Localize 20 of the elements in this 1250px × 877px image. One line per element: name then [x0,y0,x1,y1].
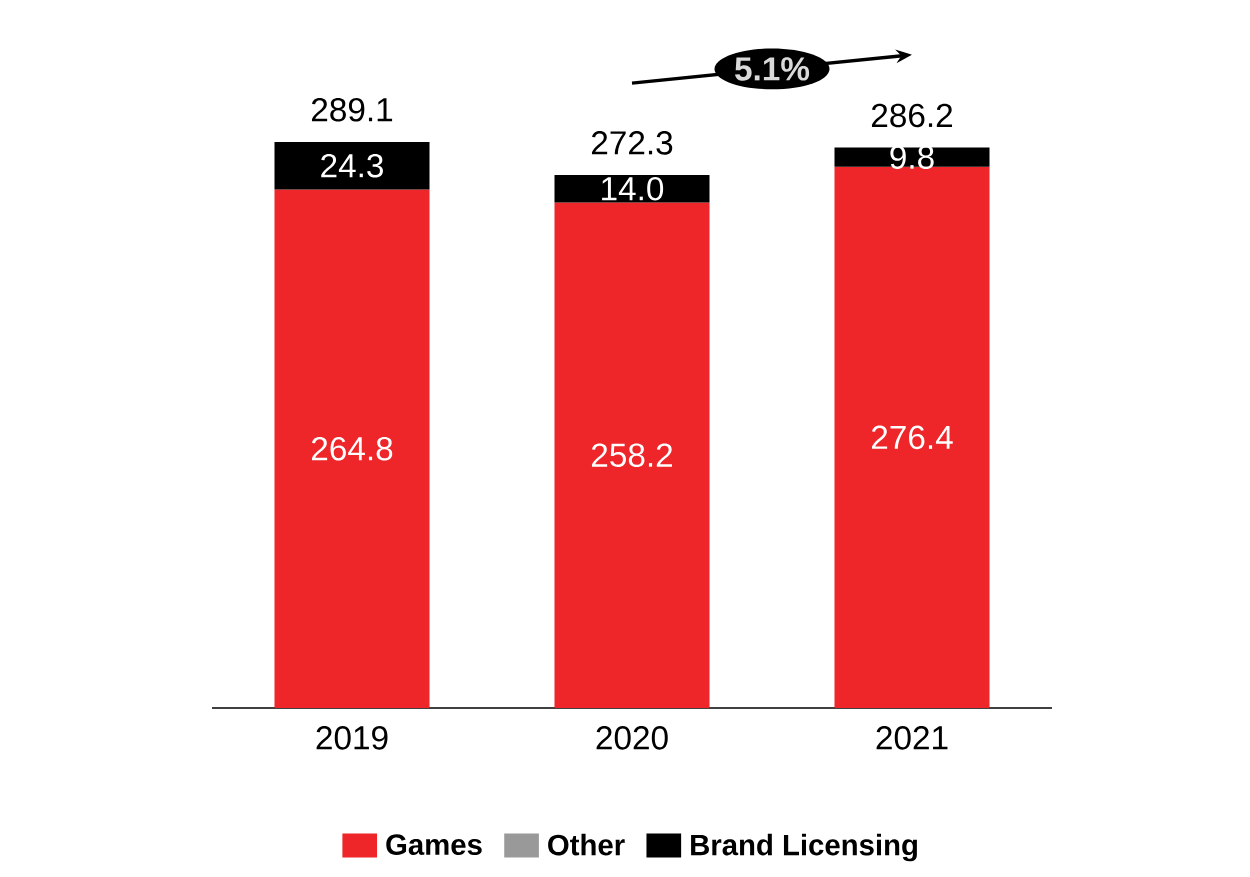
data-label: 276.4 [871,425,953,450]
legend-label: Brand Licensing [691,833,917,862]
bar [834,147,990,167]
total-label: 289.1 [311,97,393,122]
total-label: 272.3 [591,131,673,155]
data-label: 264.8 [311,436,393,461]
data-label: 24.3 [321,153,383,178]
legend-label: Other [548,833,625,856]
data-label: 14.0 [602,176,664,201]
bar [554,175,710,203]
x-tick-label: 2019 [316,726,388,750]
text: 5.1% [735,57,810,81]
x-tick-label: 2021 [876,726,948,750]
legend-label: Games [386,834,482,856]
bar [274,189,430,708]
x-tick-label: 2020 [596,726,668,750]
data-label: 258.2 [591,443,673,468]
total-label: 286.2 [871,103,953,128]
bar [554,202,710,708]
bar [274,141,430,190]
